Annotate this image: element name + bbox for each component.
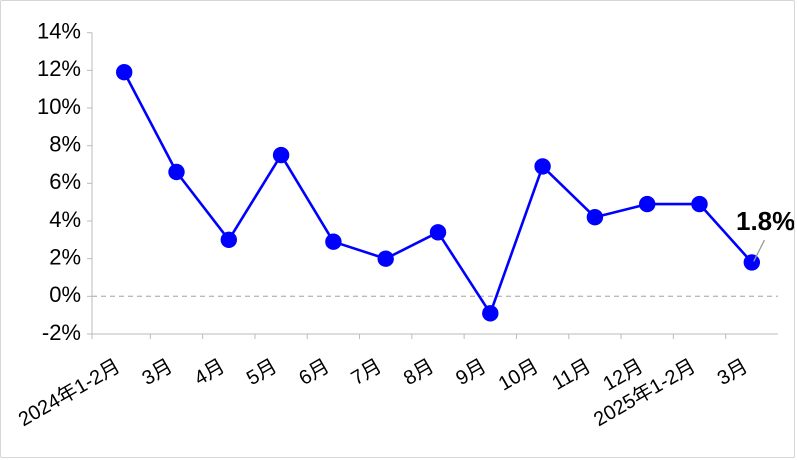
svg-text:6月: 6月 — [295, 355, 333, 390]
svg-text:11月: 11月 — [548, 355, 594, 394]
svg-text:7月: 7月 — [348, 355, 386, 390]
svg-text:12%: 12% — [37, 56, 81, 81]
svg-text:9月: 9月 — [452, 355, 490, 390]
svg-text:2024年1-2月: 2024年1-2月 — [14, 354, 124, 431]
svg-text:14%: 14% — [37, 19, 81, 44]
svg-text:8月: 8月 — [400, 355, 438, 390]
svg-text:4%: 4% — [49, 207, 81, 232]
svg-text:4月: 4月 — [191, 355, 229, 390]
svg-text:3月: 3月 — [714, 355, 752, 390]
svg-text:-2%: -2% — [42, 320, 81, 345]
svg-text:10月: 10月 — [495, 355, 543, 395]
svg-text:8%: 8% — [49, 132, 81, 157]
svg-text:2025年1-2月: 2025年1-2月 — [590, 354, 700, 431]
svg-text:2%: 2% — [49, 245, 81, 270]
svg-text:3月: 3月 — [138, 355, 176, 390]
svg-text:5月: 5月 — [243, 355, 281, 390]
svg-text:6%: 6% — [49, 169, 81, 194]
svg-text:0%: 0% — [49, 282, 81, 307]
svg-text:1.8%: 1.8% — [736, 206, 795, 236]
svg-text:10%: 10% — [37, 94, 81, 119]
